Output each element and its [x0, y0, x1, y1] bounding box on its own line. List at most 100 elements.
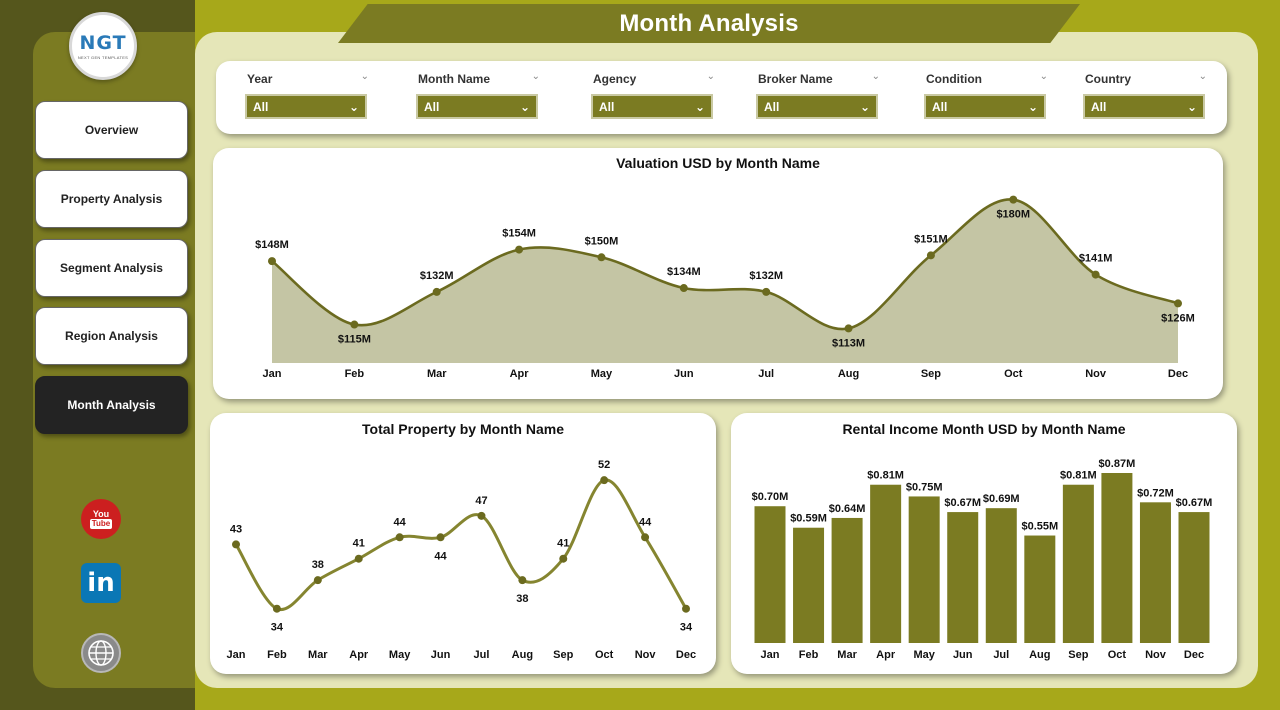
valuation-label-sep: $151M — [914, 233, 948, 245]
valuation-point-aug[interactable] — [844, 324, 853, 333]
property-point-apr[interactable] — [354, 554, 363, 563]
property-tick-mar: Mar — [308, 649, 328, 661]
property-tick-nov: Nov — [635, 649, 657, 661]
property-point-aug[interactable] — [518, 576, 527, 585]
chevron-down-icon: ⌄ — [694, 99, 705, 114]
rental-bar-jul[interactable] — [985, 508, 1017, 643]
valuation-point-feb[interactable] — [350, 320, 359, 329]
property-point-feb[interactable] — [272, 604, 281, 613]
rental-bar-jun[interactable] — [947, 512, 979, 643]
chevron-down-icon[interactable]: ⌄ — [531, 71, 540, 82]
filter-country-select[interactable]: All ⌄ — [1083, 94, 1205, 119]
nav-overview-button[interactable]: Overview — [35, 101, 188, 159]
property-tick-jan: Jan — [227, 649, 246, 661]
rental-bar-jan[interactable] — [754, 506, 786, 643]
filter-broker-name-label: Broker Name — [758, 72, 833, 86]
rental-bar-apr[interactable] — [870, 484, 902, 643]
valuation-tick-aug: Aug — [838, 368, 859, 380]
valuation-chart: $148M Jan $115M Feb $132M Mar $154M Apr $150M May… — [255, 195, 1195, 380]
nav-region-analysis-button[interactable]: Region Analysis — [35, 307, 188, 365]
page-title: Month Analysis — [619, 9, 799, 37]
rental-bar-dec[interactable] — [1178, 512, 1210, 643]
globe-icon[interactable] — [81, 633, 121, 673]
valuation-tick-nov: Nov — [1085, 368, 1107, 380]
valuation-point-mar[interactable] — [432, 287, 441, 296]
rental-label-oct: $0.87M — [1099, 458, 1136, 470]
valuation-label-jan: $148M — [255, 239, 289, 251]
valuation-point-may[interactable] — [597, 253, 606, 262]
chevron-down-icon[interactable]: ⌄ — [1039, 71, 1048, 82]
filter-country: Country ⌄ All ⌄ — [1083, 71, 1207, 123]
valuation-label-dec: $126M — [1161, 312, 1195, 324]
rental-income-chart-card: Rental Income Month USD by Month Name $0… — [731, 413, 1237, 674]
rental-bar-sep[interactable] — [1062, 484, 1094, 643]
valuation-point-sep[interactable] — [926, 251, 935, 260]
valuation-point-jan[interactable] — [268, 257, 276, 266]
chevron-down-icon[interactable]: ⌄ — [706, 71, 715, 82]
filter-month-name-select[interactable]: All ⌄ — [416, 94, 538, 119]
nav-property-analysis-button[interactable]: Property Analysis — [35, 170, 188, 228]
logo: NGT NEXT GEN TEMPLATES — [69, 12, 137, 80]
rental-income-chart: $0.70M Jan $0.59M Feb $0.64M Mar $0.81M Apr $0.7… — [752, 458, 1213, 661]
filter-panel: Year ⌄ All ⌄ Month Name ⌄ All ⌄ Agency ⌄… — [216, 61, 1227, 134]
total-property-chart-card: Total Property by Month Name 43 Jan 34 Feb 3… — [210, 413, 716, 674]
chevron-down-icon[interactable]: ⌄ — [871, 71, 880, 82]
valuation-point-nov[interactable] — [1091, 270, 1100, 279]
rental-label-jan: $0.70M — [752, 491, 789, 503]
youtube-icon[interactable]: You Tube — [81, 499, 121, 539]
filter-broker-name-select[interactable]: All ⌄ — [756, 94, 878, 119]
total-property-chart-title: Total Property by Month Name — [362, 421, 564, 437]
valuation-tick-jan: Jan — [263, 368, 282, 380]
chevron-down-icon: ⌄ — [348, 99, 359, 114]
rental-label-mar: $0.64M — [829, 503, 866, 515]
property-point-oct[interactable] — [600, 476, 609, 485]
rental-tick-jun: Jun — [953, 649, 973, 661]
valuation-label-apr: $154M — [502, 228, 536, 240]
rental-bar-feb[interactable] — [793, 527, 825, 643]
valuation-point-jun[interactable] — [679, 284, 688, 293]
property-tick-sep: Sep — [553, 649, 573, 661]
rental-bar-may[interactable] — [908, 496, 940, 643]
property-point-jun[interactable] — [436, 533, 445, 542]
valuation-tick-apr: Apr — [510, 368, 530, 380]
property-point-jul[interactable] — [477, 511, 486, 520]
rental-tick-oct: Oct — [1108, 649, 1127, 661]
valuation-point-oct[interactable] — [1009, 195, 1018, 204]
valuation-label-mar: $132M — [420, 270, 454, 282]
logo-subtext: NEXT GEN TEMPLATES — [77, 54, 129, 60]
rental-bar-aug[interactable] — [1024, 535, 1056, 643]
nav-month-analysis-button[interactable]: Month Analysis — [35, 376, 188, 434]
filter-agency: Agency ⌄ All ⌄ — [591, 71, 715, 123]
nav-segment-analysis-button[interactable]: Segment Analysis — [35, 239, 188, 297]
filter-month-name-value: All — [424, 99, 440, 114]
property-point-jan[interactable] — [232, 540, 240, 549]
youtube-you-text: You — [92, 509, 110, 519]
property-tick-may: May — [389, 649, 411, 661]
filter-agency-select[interactable]: All ⌄ — [591, 94, 713, 119]
rental-label-jun: $0.67M — [944, 497, 981, 509]
rental-bar-mar[interactable] — [831, 517, 863, 643]
property-point-mar[interactable] — [313, 576, 322, 585]
valuation-label-jun: $134M — [667, 266, 701, 278]
valuation-point-jul[interactable] — [762, 287, 771, 296]
rental-tick-mar: Mar — [837, 649, 857, 661]
rental-bar-oct[interactable] — [1101, 473, 1133, 643]
property-point-nov[interactable] — [641, 533, 650, 542]
filter-year-select[interactable]: All ⌄ — [245, 94, 367, 119]
filter-agency-value: All — [599, 99, 615, 114]
rental-tick-dec: Dec — [1184, 649, 1204, 661]
property-label-sep: 41 — [557, 538, 569, 550]
property-point-sep[interactable] — [559, 554, 568, 563]
linkedin-icon[interactable]: in — [81, 563, 121, 603]
valuation-point-dec[interactable] — [1174, 299, 1182, 308]
property-point-dec[interactable] — [682, 604, 690, 613]
rental-bar-nov[interactable] — [1139, 502, 1171, 643]
valuation-label-nov: $141M — [1079, 253, 1113, 265]
valuation-tick-sep: Sep — [921, 368, 941, 380]
globe-glyph — [88, 640, 114, 666]
chevron-down-icon[interactable]: ⌄ — [1198, 71, 1207, 82]
property-point-may[interactable] — [395, 533, 404, 542]
chevron-down-icon[interactable]: ⌄ — [360, 71, 369, 82]
valuation-point-apr[interactable] — [515, 245, 524, 254]
filter-condition-select[interactable]: All ⌄ — [924, 94, 1046, 119]
